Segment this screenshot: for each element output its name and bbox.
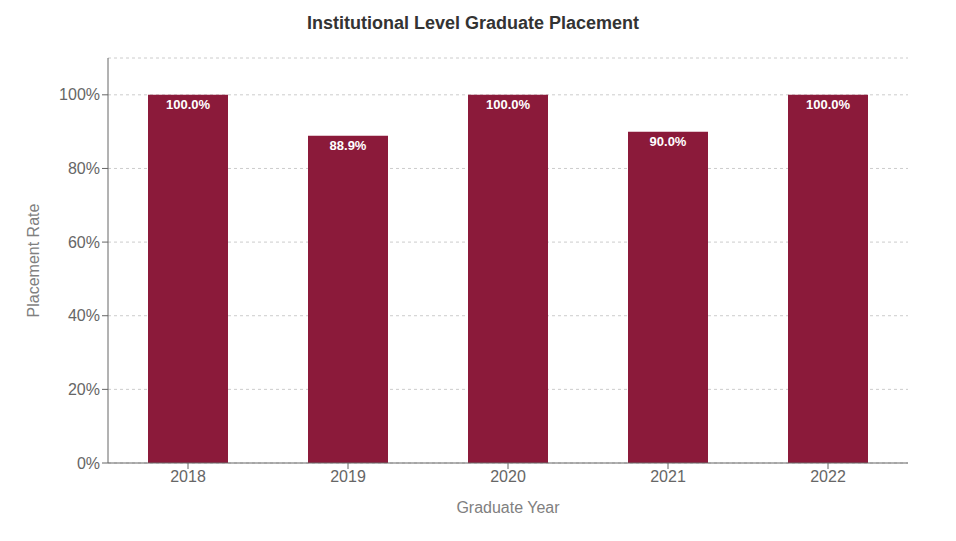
svg-text:100%: 100% <box>59 86 100 103</box>
svg-text:60%: 60% <box>68 234 100 251</box>
svg-text:100.0%: 100.0% <box>166 97 211 112</box>
svg-text:40%: 40% <box>68 307 100 324</box>
svg-text:Placement Rate: Placement Rate <box>25 203 42 317</box>
svg-text:88.9%: 88.9% <box>330 138 367 153</box>
svg-text:2018: 2018 <box>170 468 206 485</box>
svg-text:2019: 2019 <box>330 468 366 485</box>
svg-text:0%: 0% <box>77 455 100 472</box>
svg-text:2021: 2021 <box>650 468 686 485</box>
svg-text:100.0%: 100.0% <box>806 97 851 112</box>
svg-text:100.0%: 100.0% <box>486 97 531 112</box>
svg-text:80%: 80% <box>68 160 100 177</box>
svg-text:2022: 2022 <box>810 468 846 485</box>
svg-text:90.0%: 90.0% <box>650 134 687 149</box>
svg-text:20%: 20% <box>68 381 100 398</box>
svg-text:2020: 2020 <box>490 468 526 485</box>
html-text:Institutional Level Graduate P: Institutional Level Graduate Placement <box>307 13 639 33</box>
svg-text:Graduate Year: Graduate Year <box>456 499 560 516</box>
